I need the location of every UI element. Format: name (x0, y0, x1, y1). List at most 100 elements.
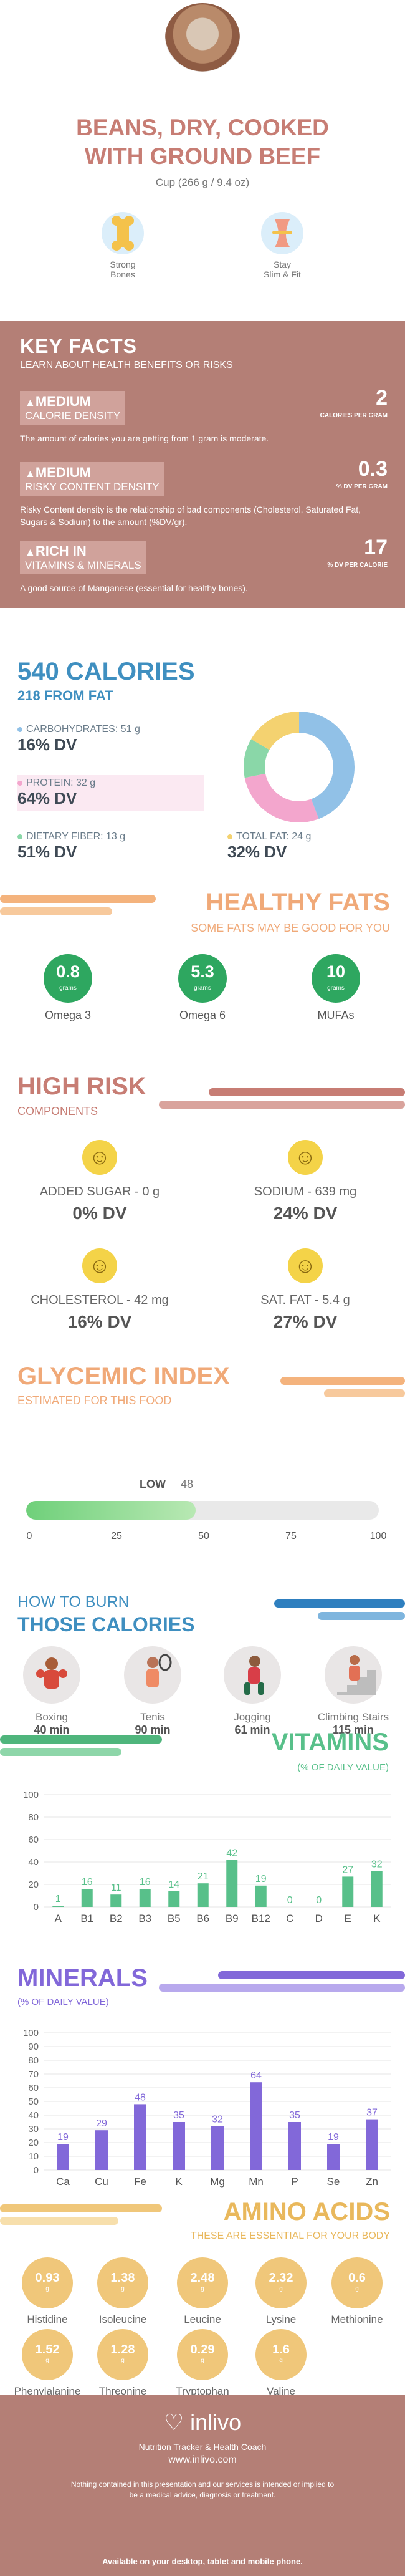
bar-B1 (81, 1889, 93, 1907)
decorative-stripe (0, 1748, 122, 1756)
category-label: Zn (366, 2176, 378, 2188)
bar-K (173, 2122, 185, 2170)
decorative-stripe (0, 2217, 118, 2225)
activity-jogging: Jogging 61 min (209, 1646, 296, 1737)
key-facts-section: KEY FACTS LEARN ABOUT HEALTH BENEFITS OR… (0, 321, 405, 608)
bar-value-label: 0 (287, 1895, 293, 1906)
bar-value-label: 48 (135, 2092, 146, 2103)
sat-fat-smile-icon: ☺ (288, 1248, 323, 1283)
category-label: B12 (252, 1913, 270, 1924)
mufa-circle: 10 grams (312, 954, 360, 1003)
omega6-label: Omega 6 (179, 1009, 226, 1021)
amino-unit: g (279, 2357, 283, 2364)
amino-value-circle: 1.28 g (97, 2329, 148, 2380)
decorative-stripe (280, 1377, 405, 1385)
slim-body-icon (261, 212, 303, 254)
y-tick-label: 50 (28, 2096, 39, 2107)
fact-level: RICH IN (35, 543, 87, 559)
bar-value-label: 0 (316, 1895, 322, 1906)
activity-label: Jogging (234, 1711, 271, 1723)
mufa-label: MUFAs (317, 1009, 355, 1021)
macro-label: CARBOHYDRATES: 51 g (26, 724, 140, 735)
amino-value: 1.38 (110, 2271, 135, 2285)
healthy-fats-subtitle: SOME FATS MAY BE GOOD FOR YOU (191, 922, 390, 934)
glycemic-level: LOW (140, 1478, 166, 1490)
category-label: K (373, 1913, 381, 1924)
amino-unit: g (279, 2285, 283, 2292)
bar-Zn (366, 2119, 378, 2170)
bar-value-label: 19 (255, 1874, 267, 1884)
amino-unit: g (45, 2285, 49, 2292)
fact-unit: % DV PER GRAM (336, 483, 388, 490)
macro-dv: 64% DV (17, 789, 77, 808)
bar-value-label: 21 (198, 1871, 209, 1882)
activity-climbing-stairs: Climbing Stairs 115 min (310, 1646, 397, 1737)
activity-label: Climbing Stairs (317, 1711, 389, 1723)
category-label: B1 (80, 1913, 93, 1924)
y-tick-label: 10 (28, 2151, 39, 2162)
amino-label: Lysine (265, 2313, 297, 2325)
added-sugar-dv: 0% DV (72, 1204, 127, 1223)
decorative-stripe (274, 1599, 405, 1608)
sodium-smile-icon: ☺ (288, 1140, 323, 1175)
category-label: C (286, 1913, 293, 1924)
amino-value: 0.29 (190, 2343, 215, 2357)
amino-unit: g (201, 2357, 204, 2364)
amino-value: 2.48 (190, 2271, 215, 2285)
bar-Cu (95, 2130, 108, 2170)
feature-label-1: Stay (273, 259, 291, 269)
category-label: B6 (196, 1913, 209, 1924)
decorative-stripe (159, 1101, 405, 1109)
fact-value: 0.3 (358, 457, 388, 481)
category-label: B9 (226, 1913, 239, 1924)
y-tick-label: 20 (28, 2138, 39, 2148)
macro-fiber: DIETARY FIBER: 13 g 51% DV (17, 831, 125, 862)
bar-Ca (57, 2144, 69, 2170)
fat-value: 5.3 (191, 962, 214, 981)
tennis-icon (124, 1646, 181, 1704)
fact-level: MEDIUM (35, 393, 92, 409)
macro-label: PROTEIN: 32 g (26, 778, 96, 788)
bar-value-label: 16 (140, 1877, 151, 1888)
bar-value-label: 29 (96, 2118, 107, 2129)
minerals-title: MINERALS (17, 1964, 148, 1992)
macro-donut-chart (244, 712, 355, 822)
amino-value: 1.52 (35, 2343, 60, 2357)
fat-dot-icon (227, 834, 232, 839)
macro-carbohydrates: CARBOHYDRATES: 51 g 16% DV (17, 724, 140, 755)
bar-value-label: 35 (289, 2110, 300, 2121)
website-link[interactable]: www.inlivo.com (168, 2454, 237, 2465)
bar-A (52, 1906, 64, 1907)
bar-B12 (255, 1885, 267, 1907)
category-label: Fe (134, 2176, 146, 2188)
feature-label-2: Slim & Fit (264, 269, 301, 279)
brand-name: inlivo (190, 2410, 242, 2435)
amino-label: Isoleucine (98, 2313, 147, 2325)
decorative-stripe (0, 895, 156, 903)
bar-B6 (197, 1883, 209, 1907)
decorative-stripe (0, 1735, 162, 1744)
fiber-slice (244, 712, 355, 822)
sodium-dv: 24% DV (273, 1204, 338, 1223)
fact-description: The amount of calories you are getting f… (20, 433, 269, 443)
key-facts-title: KEY FACTS (20, 335, 137, 357)
bar-value-label: 64 (250, 2070, 262, 2081)
category-label: P (291, 2176, 298, 2188)
high-risk-subtitle: COMPONENTS (17, 1105, 98, 1117)
y-tick-label: 60 (28, 1835, 39, 1845)
macro-dv: 16% DV (17, 735, 77, 754)
glycemic-title: GLYCEMIC INDEX (17, 1363, 230, 1390)
decorative-stripe (318, 1612, 405, 1620)
activity-time: 115 min (332, 1724, 374, 1736)
activity-boxing: Boxing 40 min (8, 1646, 95, 1737)
protein-dot-icon (17, 781, 22, 786)
fact-unit: CALORIES PER GRAM (320, 412, 388, 419)
availability: Available on your desktop, tablet and mo… (102, 2557, 303, 2566)
minerals-bar-chart: 0 10 20 30 40 50 60 70 80 90 100 19 Ca 29 Cu 48 Fe 35 K 32 M… (23, 2028, 391, 2188)
y-tick-label: 80 (28, 2055, 39, 2066)
category-label: B3 (138, 1913, 151, 1924)
fat-unit: grams (194, 985, 211, 991)
amino-value: 1.28 (110, 2343, 135, 2357)
vitamins-minerals-fact: ▲RICH IN VITAMINS & MINERALS 17 % DV PER … (20, 536, 388, 594)
bar-E (342, 1876, 354, 1907)
